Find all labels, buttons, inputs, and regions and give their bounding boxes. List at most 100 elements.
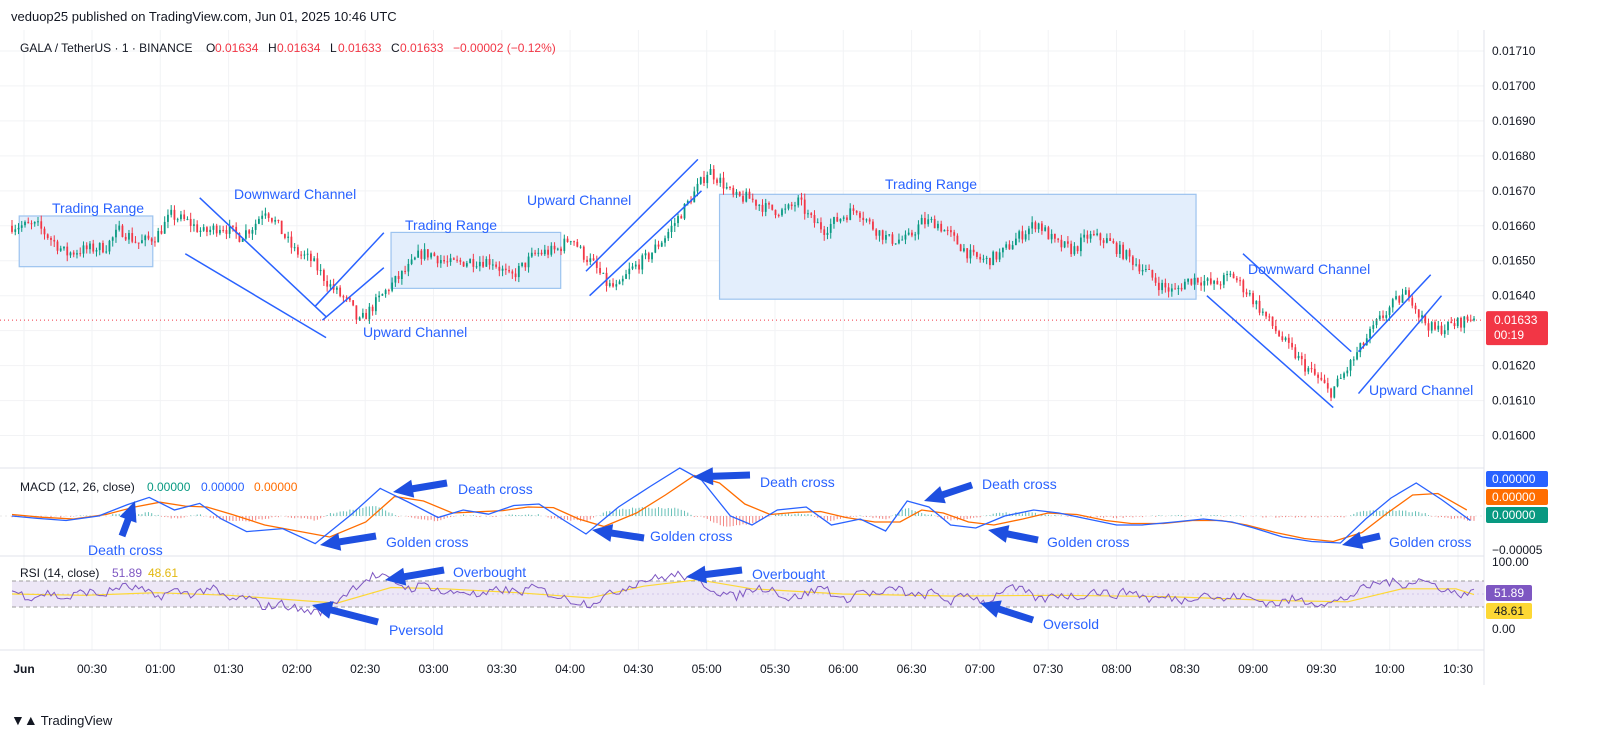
candle-body	[686, 200, 689, 204]
candle-body	[1066, 241, 1069, 244]
candle-body	[647, 253, 650, 260]
channel-line	[184, 253, 327, 339]
candle-body	[563, 238, 566, 252]
candle-body	[651, 252, 653, 260]
candle-body	[141, 240, 143, 244]
candle-body	[1440, 325, 1443, 335]
candle-body	[131, 233, 134, 242]
candle-body	[89, 243, 91, 250]
candle-body	[719, 177, 722, 183]
x-tick-label: 05:00	[692, 662, 722, 676]
cross-label: Death cross	[760, 474, 835, 490]
candle-body	[823, 229, 826, 235]
candle-body	[1339, 377, 1342, 379]
candle-body	[1297, 355, 1300, 359]
candle-body	[813, 215, 816, 223]
candle-body	[1336, 378, 1339, 387]
candle-body	[696, 183, 699, 192]
legend-h-label: H	[268, 41, 277, 55]
price-tick-label: 0.01640	[1492, 289, 1536, 303]
candle-body	[1209, 278, 1212, 284]
candle-body	[1086, 234, 1089, 239]
candle-body	[309, 253, 312, 262]
candle-body	[833, 217, 835, 224]
candle-body	[287, 236, 290, 238]
last-price-badge	[1486, 311, 1548, 346]
candle-body	[849, 208, 852, 220]
x-tick-label: 10:30	[1443, 662, 1473, 676]
price-axis: 0.01710 0.01700 0.01690 0.01680 0.01670 0.016…	[1486, 44, 1548, 636]
candle-body	[1018, 231, 1021, 239]
candle-body	[258, 218, 260, 224]
annotation-arrow	[385, 566, 445, 586]
candle-body	[342, 296, 345, 298]
candle-body	[1375, 319, 1378, 326]
annotation-arrow	[988, 525, 1039, 544]
candle-body	[1190, 278, 1193, 285]
candle-body	[657, 244, 660, 247]
candle-body	[417, 250, 420, 258]
candle-body	[339, 287, 342, 297]
channel-line	[1357, 274, 1432, 353]
candle-body	[433, 253, 436, 257]
annotation-arrow	[693, 467, 751, 486]
candle-body	[1157, 282, 1160, 291]
candle-body	[1109, 238, 1112, 242]
macd-pane	[0, 467, 1484, 545]
x-tick-label: 02:00	[282, 662, 312, 676]
candle-body	[621, 278, 624, 282]
candle-body	[927, 219, 930, 225]
candle-body	[348, 297, 351, 301]
candle-body	[790, 204, 793, 206]
candle-body	[1115, 242, 1118, 255]
candle-body	[543, 249, 546, 255]
channel-line	[314, 232, 385, 307]
candle-body	[781, 209, 783, 216]
candle-body	[1427, 323, 1430, 331]
candle-body	[1057, 238, 1060, 240]
candle-body	[1408, 290, 1410, 298]
price-tick-label: 0.01620	[1492, 359, 1536, 373]
candle-body	[361, 312, 364, 318]
candle-body	[326, 280, 329, 287]
candle-body	[1196, 277, 1199, 283]
candle-body	[400, 270, 403, 280]
candle-body	[128, 233, 130, 240]
channel-line	[1206, 295, 1334, 409]
candle-body	[972, 249, 975, 253]
candle-body	[1265, 311, 1267, 317]
candle-body	[228, 225, 231, 234]
candle-body	[829, 223, 832, 233]
candle-body	[193, 224, 195, 226]
candle-body	[27, 221, 30, 224]
channel-line	[1242, 253, 1352, 353]
candle-body	[430, 253, 433, 258]
candle-body	[667, 232, 670, 239]
candle-body	[774, 209, 777, 216]
candle-body	[115, 229, 117, 238]
candle-body	[423, 249, 426, 259]
candle-body	[280, 220, 283, 235]
candle-body	[846, 217, 848, 220]
candle-body	[267, 213, 270, 219]
candle-body	[394, 276, 397, 283]
tradingview-brand[interactable]: ▼▲ TradingView	[11, 712, 112, 728]
x-tick-label: 02:30	[350, 662, 380, 676]
candle-body	[1073, 246, 1076, 255]
channel-line	[1357, 295, 1443, 395]
candle-body	[1255, 300, 1258, 305]
candle-body	[24, 221, 26, 226]
candle-body	[1089, 234, 1092, 239]
cross-label: Death cross	[982, 476, 1057, 492]
candle-body	[163, 221, 166, 234]
candle-body	[673, 223, 676, 226]
candle-body	[196, 224, 199, 232]
candle-body	[703, 177, 705, 184]
candle-body	[274, 220, 277, 222]
rsi-title: RSI (14, close)	[20, 566, 99, 580]
candle-body	[872, 221, 874, 230]
candle-body	[680, 216, 683, 219]
candle-body	[79, 253, 82, 255]
candle-body	[660, 242, 663, 247]
channel-line	[585, 158, 699, 272]
